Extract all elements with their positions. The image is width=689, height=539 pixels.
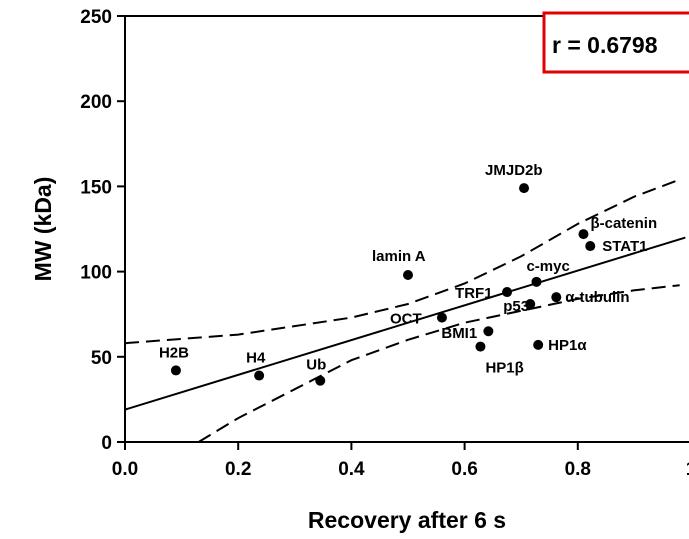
x-axis-label: Recovery after 6 s xyxy=(308,507,506,533)
y-tick-label: 150 xyxy=(80,177,112,198)
y-axis-label: MW (kDa) xyxy=(30,177,56,282)
point-label: α-tubulin xyxy=(565,289,629,306)
y-tick-label: 0 xyxy=(101,433,112,454)
ticks: 0.0 0.2 0.4 0.6 0.8 1 0 50 100 150 200 250 xyxy=(80,7,689,480)
data-point xyxy=(436,312,447,323)
x-tick-label: 0.4 xyxy=(338,459,365,480)
point-label: Ub xyxy=(306,357,326,374)
confidence-band-upper xyxy=(124,178,681,345)
data-point xyxy=(170,365,181,376)
data-point xyxy=(578,229,589,240)
x-tick-label: 0.8 xyxy=(565,459,591,480)
point-label: β-catenin xyxy=(590,215,657,232)
regression-line xyxy=(124,236,686,411)
data-point xyxy=(551,292,562,303)
point-label: HP1α xyxy=(548,337,587,354)
point-label: H2B xyxy=(159,344,189,361)
point-label: lamin A xyxy=(372,248,426,265)
point-labels: H2B H4 Ub lamin A OCT HP1β BMI1 TRF1 JMJD2b p53 c-… xyxy=(159,162,657,376)
correlation-text: r = 0.6798 xyxy=(552,32,658,58)
data-point xyxy=(585,241,596,252)
point-label: STAT1 xyxy=(602,238,647,255)
point-label: OCT xyxy=(390,311,422,328)
data-point xyxy=(475,341,486,352)
regression-line-group xyxy=(124,236,686,411)
data-points xyxy=(170,183,596,386)
data-point xyxy=(525,298,536,309)
x-tick-label: 0.6 xyxy=(451,459,477,480)
y-tick-label: 250 xyxy=(80,7,112,28)
data-point xyxy=(533,339,544,350)
point-label: HP1β xyxy=(485,360,523,377)
confidence-band xyxy=(124,178,681,443)
point-label: JMJD2b xyxy=(485,162,543,179)
x-tick-label: 1 xyxy=(686,459,689,480)
y-tick-label: 200 xyxy=(80,92,112,113)
point-label: H4 xyxy=(246,350,266,367)
y-tick-label: 100 xyxy=(80,263,112,284)
confidence-band-lower xyxy=(198,284,680,443)
data-point xyxy=(403,270,413,281)
point-label: TRF1 xyxy=(455,285,493,302)
y-tick-label: 50 xyxy=(91,348,112,369)
x-tick-label: 0.2 xyxy=(225,459,251,480)
point-label: BMI1 xyxy=(441,325,477,342)
data-point xyxy=(531,276,542,287)
data-point xyxy=(519,183,530,194)
x-tick-label: 0.0 xyxy=(112,459,138,480)
point-label: p53 xyxy=(503,298,529,315)
correlation-box xyxy=(542,11,689,74)
point-label: c-myc xyxy=(526,258,569,275)
data-point xyxy=(254,370,265,381)
data-point xyxy=(502,287,513,298)
data-point xyxy=(315,375,326,386)
data-point xyxy=(483,326,494,337)
